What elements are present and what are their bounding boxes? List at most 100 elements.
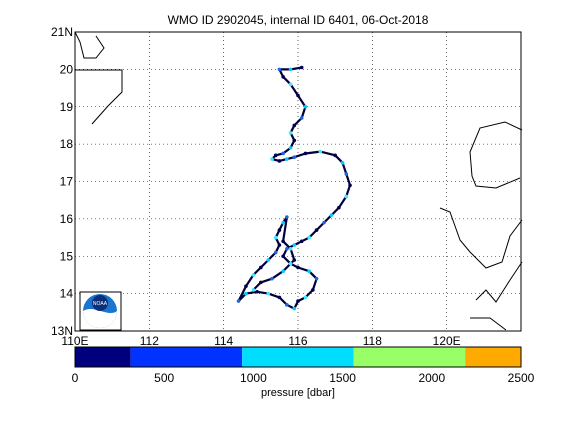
- track-point: [273, 250, 278, 255]
- track-point: [285, 215, 289, 219]
- noaa-logo: NOAA: [79, 291, 122, 331]
- track-point: [281, 75, 285, 79]
- map-title: WMO ID 2902045, internal ID 6401, 06-Oct…: [168, 13, 429, 27]
- lat-tick-label: 20: [60, 62, 74, 76]
- track-point: [281, 220, 285, 225]
- colorbar-segment: [465, 347, 521, 367]
- lat-tick-label: 15: [60, 249, 74, 263]
- colorbar-tick-label: 0: [72, 371, 79, 385]
- track-point: [344, 194, 349, 199]
- colorbar-segment: [130, 347, 243, 367]
- colorbar-ticks: 0 500 1000 1500 2000 2500: [72, 371, 535, 385]
- coastlines: [74, 31, 523, 331]
- track-point: [288, 146, 293, 150]
- colorbar-frame: [74, 346, 522, 368]
- colorbar-tick-label: 500: [154, 371, 174, 385]
- track-point: [292, 155, 297, 160]
- track-point: [296, 93, 300, 98]
- track-point: [251, 288, 256, 292]
- track-point: [314, 276, 319, 281]
- coastline-east-bottom: [470, 317, 507, 331]
- track-point: [273, 153, 278, 158]
- lat-tick-label: 14: [60, 287, 74, 301]
- track-point: [259, 265, 263, 270]
- track-point: [288, 261, 293, 266]
- track-point: [281, 151, 285, 156]
- track-point: [292, 243, 297, 247]
- track-point: [299, 116, 304, 120]
- map-gridlines: [75, 32, 521, 331]
- lon-tick-label: 116: [288, 334, 307, 348]
- track-point: [299, 65, 304, 70]
- colorbar-segment: [353, 347, 466, 367]
- track-point: [285, 246, 289, 251]
- track-point: [292, 306, 297, 311]
- track-point: [277, 159, 282, 163]
- coastline-east-upper: [469, 121, 523, 189]
- lon-tick-label: 112: [140, 334, 159, 348]
- track-point: [281, 269, 285, 274]
- colorbar-tick-label: 2000: [418, 371, 445, 385]
- track-point: [288, 82, 293, 87]
- colorbar-segment: [75, 347, 131, 367]
- track-point: [292, 123, 297, 128]
- track-point: [266, 258, 271, 262]
- track-point: [281, 254, 285, 259]
- latitude-axis: 13N 14 15 16 17 18 19 20 21N: [51, 25, 73, 338]
- lon-tick-label: 118: [363, 334, 382, 348]
- lat-tick-label: 21N: [51, 25, 73, 39]
- colorbar-segment: [242, 347, 354, 367]
- track-point: [296, 265, 300, 270]
- track-point: [292, 138, 297, 143]
- track-point: [333, 153, 337, 158]
- track-point: [337, 205, 341, 210]
- track-point: [340, 161, 345, 165]
- lat-tick-label: 17: [60, 175, 74, 189]
- track-point: [270, 157, 274, 161]
- track-point: [259, 280, 263, 285]
- track-point: [285, 157, 289, 161]
- track-point: [285, 303, 289, 307]
- track-point: [344, 172, 349, 176]
- track-point: [277, 67, 282, 72]
- longitude-axis: 110E 112 114 116 118 120E: [61, 334, 460, 348]
- track-point: [303, 295, 308, 300]
- track-line: [237, 66, 352, 310]
- track-point: [281, 239, 285, 244]
- track-point: [303, 104, 308, 109]
- colorbar-tick-label: 2500: [508, 371, 535, 385]
- lat-tick-label: 13N: [51, 324, 73, 338]
- track-point: [299, 239, 304, 244]
- lon-tick-label: 120E: [433, 334, 461, 348]
- lon-tick-label: 114: [214, 334, 233, 348]
- track-point: [288, 67, 293, 72]
- lon-tick-label: 110E: [61, 334, 88, 348]
- map-frame: [74, 31, 522, 332]
- track-point: [296, 299, 300, 303]
- coastline-east-middle: [439, 207, 523, 269]
- lat-tick-label: 16: [60, 212, 74, 226]
- coastline-west: [75, 69, 123, 125]
- track-point: [307, 269, 311, 274]
- track-point: [244, 291, 248, 296]
- track-point: [307, 235, 311, 240]
- svg-text:NOAA: NOAA: [93, 301, 108, 307]
- colorbar-tick-label: 1500: [329, 371, 356, 385]
- track-point: [251, 273, 256, 277]
- track-point: [288, 131, 293, 135]
- lat-tick-label: 19: [60, 100, 74, 114]
- track-point: [318, 149, 323, 154]
- track-point: [244, 284, 248, 288]
- coastline-east-lower: [475, 261, 523, 303]
- track-point: [236, 299, 241, 303]
- track-point: [322, 220, 326, 225]
- track-point: [314, 228, 319, 232]
- track-point: [311, 288, 315, 292]
- track-point: [288, 246, 293, 251]
- track-point: [303, 151, 308, 156]
- track-point: [266, 291, 271, 296]
- colorbar-tick-label: 1000: [240, 371, 267, 385]
- track-point: [273, 235, 278, 240]
- track-point: [277, 295, 282, 300]
